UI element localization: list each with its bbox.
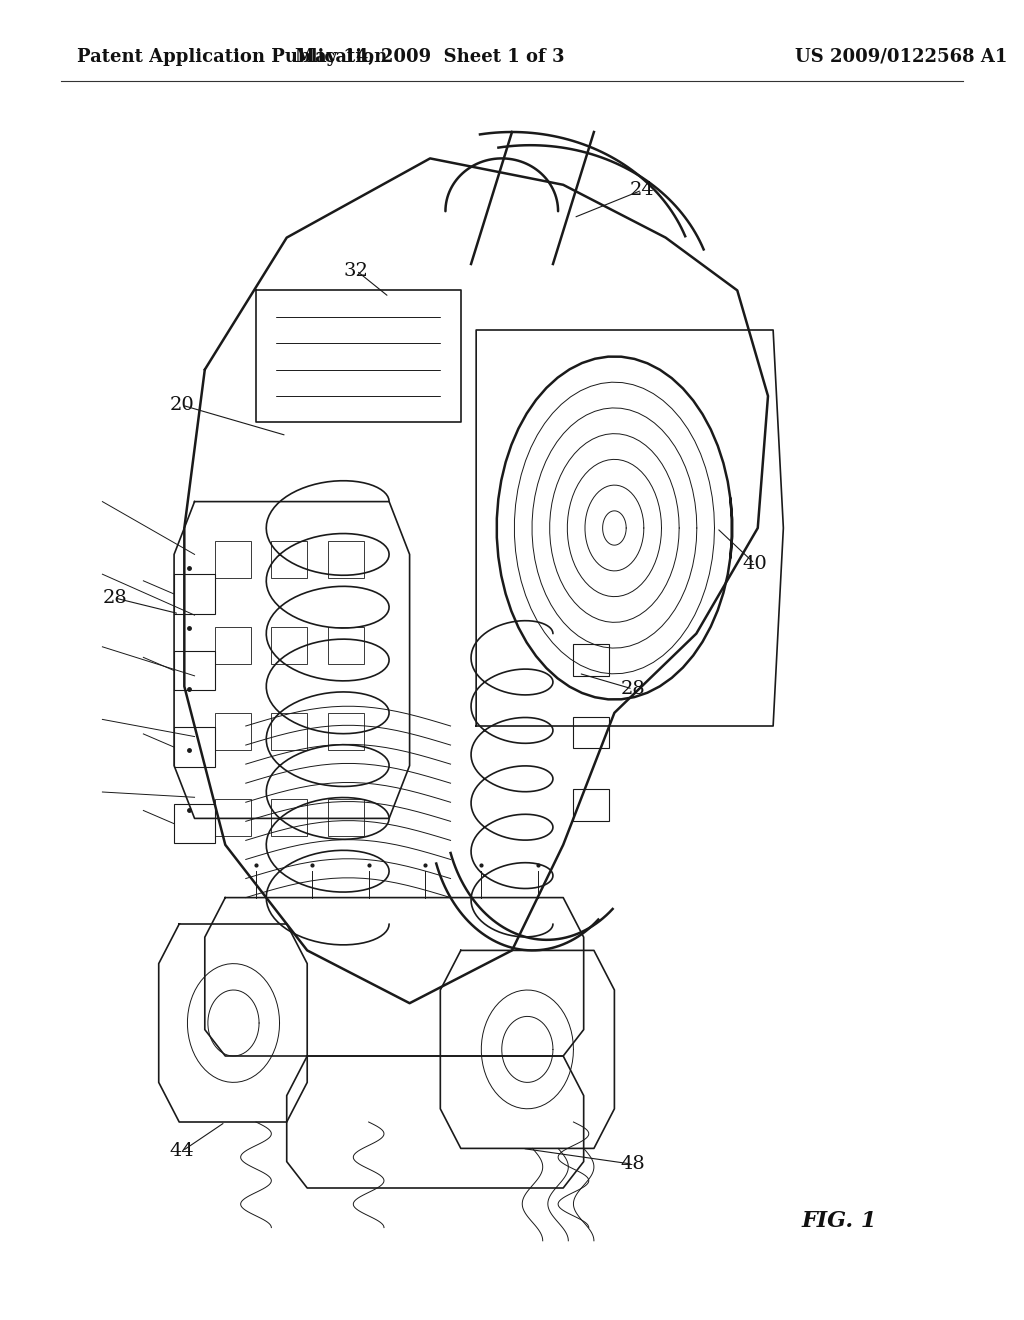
Bar (271, 627, 307, 664)
Bar (328, 799, 364, 836)
Text: FIG. 1: FIG. 1 (802, 1210, 878, 1232)
Text: US 2009/0122568 A1: US 2009/0122568 A1 (795, 48, 1008, 66)
Bar (174, 804, 215, 843)
Text: 48: 48 (621, 1155, 645, 1173)
Text: 32: 32 (344, 261, 369, 280)
Bar (271, 799, 307, 836)
Text: Patent Application Publication: Patent Application Publication (77, 48, 387, 66)
Bar (215, 541, 251, 578)
Bar (271, 713, 307, 750)
Bar (328, 627, 364, 664)
Bar (215, 627, 251, 664)
Bar (271, 541, 307, 578)
Bar (573, 789, 609, 821)
Text: 24: 24 (630, 181, 654, 199)
Text: 28: 28 (621, 680, 645, 698)
Text: 28: 28 (102, 589, 127, 607)
Bar (573, 644, 609, 676)
Text: May 14, 2009  Sheet 1 of 3: May 14, 2009 Sheet 1 of 3 (295, 48, 565, 66)
Bar (215, 713, 251, 750)
Bar (573, 717, 609, 748)
Bar (328, 541, 364, 578)
Bar (215, 799, 251, 836)
Text: 44: 44 (170, 1142, 195, 1160)
Bar (328, 713, 364, 750)
Bar (174, 574, 215, 614)
Bar (174, 727, 215, 767)
Text: 20: 20 (170, 396, 195, 414)
Bar (174, 651, 215, 690)
Text: 40: 40 (742, 554, 767, 573)
